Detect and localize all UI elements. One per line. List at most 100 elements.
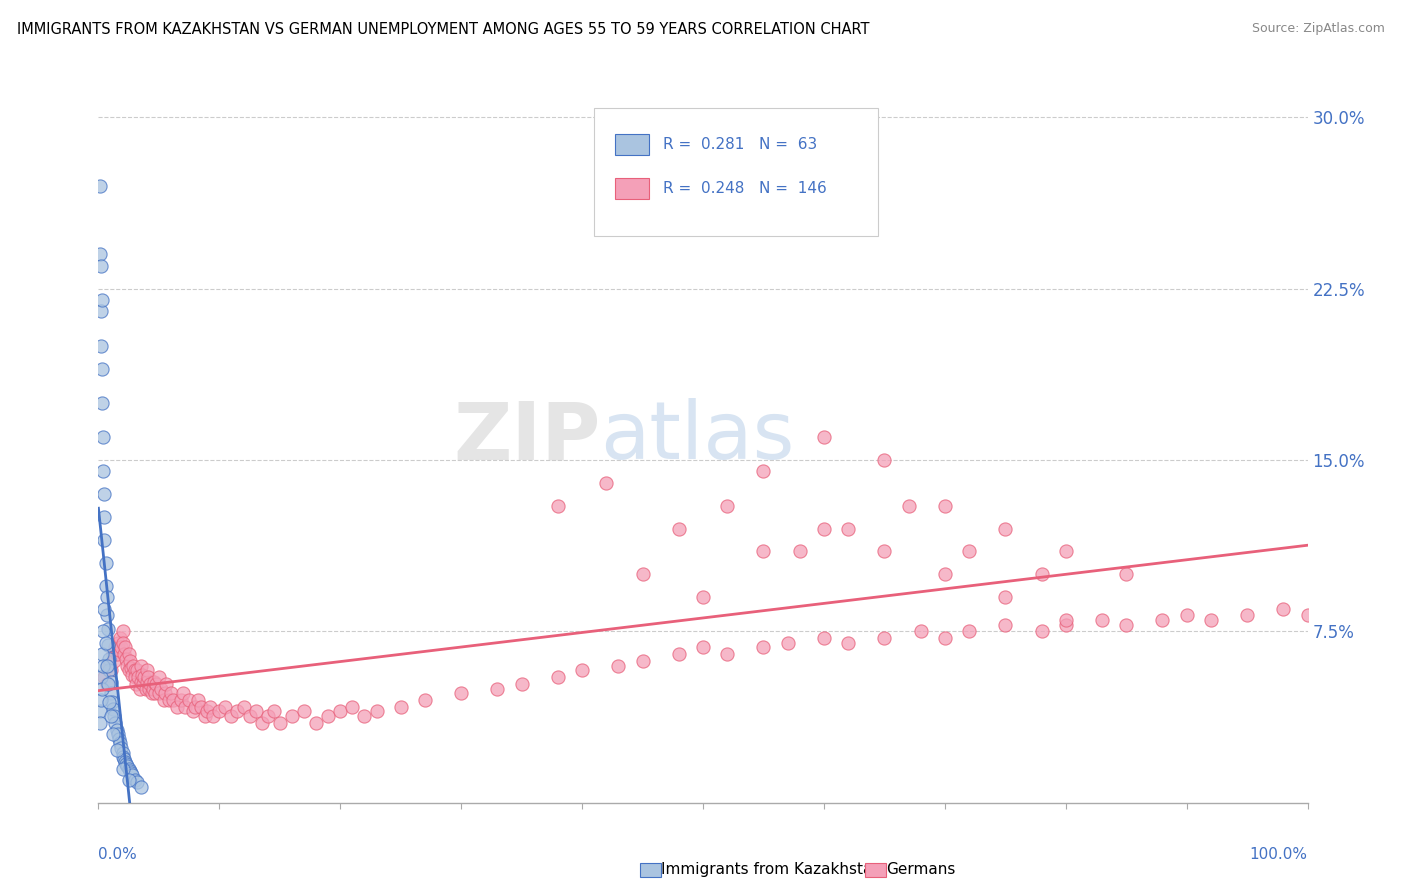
Point	[125, 677, 148, 691]
Point	[389, 699, 412, 714]
Point	[873, 453, 896, 467]
Point	[90, 259, 112, 273]
Point	[93, 670, 115, 684]
Point	[94, 556, 117, 570]
Point	[208, 705, 231, 719]
Point	[148, 686, 170, 700]
FancyBboxPatch shape	[614, 135, 648, 154]
Point	[152, 693, 174, 707]
Point	[97, 638, 120, 652]
Point	[571, 663, 593, 677]
Point	[104, 640, 127, 655]
Point	[153, 686, 176, 700]
Point	[100, 709, 122, 723]
Point	[111, 636, 134, 650]
Point	[214, 699, 236, 714]
Point	[547, 670, 569, 684]
Point	[1054, 613, 1077, 627]
Text: Immigrants from Kazakhstan: Immigrants from Kazakhstan	[661, 863, 882, 877]
Point	[93, 510, 115, 524]
Point	[1054, 544, 1077, 558]
Point	[118, 647, 141, 661]
Point	[195, 705, 218, 719]
Point	[1152, 613, 1174, 627]
Point	[155, 677, 177, 691]
Point	[98, 663, 121, 677]
Point	[250, 715, 273, 730]
Point	[135, 674, 157, 689]
Point	[607, 658, 630, 673]
Point	[132, 677, 155, 691]
Point	[105, 723, 128, 737]
Point	[366, 705, 388, 719]
Point	[934, 632, 956, 646]
Point	[752, 464, 775, 478]
Point	[994, 617, 1017, 632]
Point	[837, 190, 859, 204]
Point	[115, 756, 138, 771]
Point	[103, 709, 125, 723]
Point	[934, 499, 956, 513]
Point	[329, 705, 352, 719]
Point	[120, 766, 142, 780]
Point	[96, 658, 118, 673]
Point	[107, 636, 129, 650]
Point	[91, 647, 114, 661]
Point	[232, 699, 254, 714]
Point	[108, 632, 131, 646]
Point	[91, 293, 114, 307]
Point	[100, 695, 122, 709]
Point	[1236, 608, 1258, 623]
Point	[813, 521, 835, 535]
Point	[111, 762, 134, 776]
Point	[139, 677, 162, 691]
Point	[89, 715, 111, 730]
Point	[547, 499, 569, 513]
Point	[510, 677, 533, 691]
Point	[101, 702, 124, 716]
Point	[934, 567, 956, 582]
Point	[135, 663, 157, 677]
Point	[100, 674, 122, 689]
Text: Germans: Germans	[886, 863, 955, 877]
Point	[1115, 567, 1137, 582]
Point	[103, 654, 125, 668]
Point	[994, 590, 1017, 604]
Point	[98, 652, 121, 666]
Point	[135, 681, 157, 696]
Point	[172, 686, 194, 700]
Point	[160, 686, 183, 700]
Point	[184, 699, 207, 714]
Point	[107, 727, 129, 741]
Point	[269, 715, 291, 730]
Point	[181, 705, 204, 719]
Point	[108, 642, 131, 657]
Point	[111, 750, 134, 764]
Point	[91, 361, 114, 376]
Point	[692, 640, 714, 655]
Point	[117, 658, 139, 673]
Point	[190, 699, 212, 714]
Point	[96, 590, 118, 604]
Point	[668, 521, 690, 535]
Point	[129, 674, 152, 689]
Point	[166, 699, 188, 714]
Point	[342, 699, 364, 714]
Text: R =  0.248   N =  146: R = 0.248 N = 146	[664, 181, 827, 196]
Point	[1199, 613, 1222, 627]
Text: atlas: atlas	[600, 398, 794, 476]
Text: ZIP: ZIP	[453, 398, 600, 476]
Point	[957, 544, 980, 558]
Point	[837, 636, 859, 650]
Point	[117, 759, 139, 773]
Point	[169, 693, 191, 707]
Point	[226, 705, 249, 719]
FancyBboxPatch shape	[614, 178, 648, 199]
Point	[100, 686, 122, 700]
Point	[194, 709, 217, 723]
Point	[873, 544, 896, 558]
Point	[89, 247, 111, 261]
Point	[752, 640, 775, 655]
Point	[91, 681, 114, 696]
Text: R =  0.281   N =  63: R = 0.281 N = 63	[664, 137, 817, 152]
